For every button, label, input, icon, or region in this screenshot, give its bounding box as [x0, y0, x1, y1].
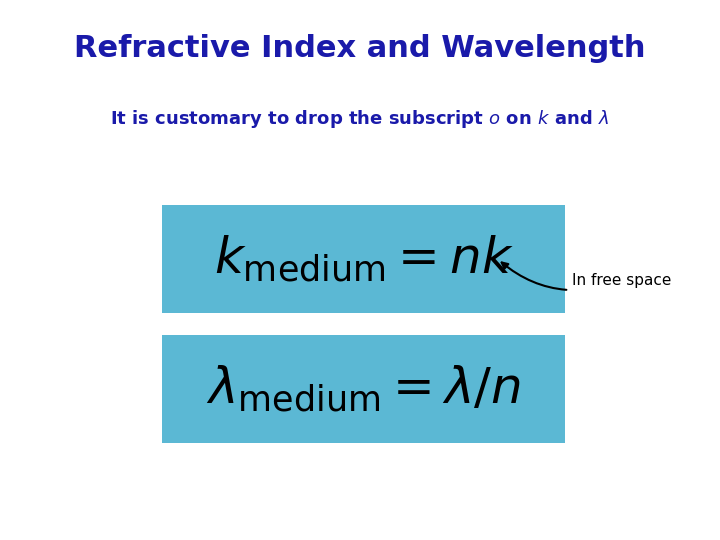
Text: $\lambda_{\mathrm{medium}} = \lambda/n$: $\lambda_{\mathrm{medium}} = \lambda/n$ — [206, 363, 521, 414]
Text: It is customary to drop the subscript $o$ on $k$ and $\lambda$: It is customary to drop the subscript $o… — [110, 108, 610, 130]
FancyBboxPatch shape — [162, 335, 565, 443]
FancyBboxPatch shape — [162, 205, 565, 313]
Text: In free space: In free space — [502, 262, 671, 290]
Text: $k_{\mathrm{medium}} = nk$: $k_{\mathrm{medium}} = nk$ — [214, 234, 513, 285]
Text: Refractive Index and Wavelength: Refractive Index and Wavelength — [74, 34, 646, 63]
